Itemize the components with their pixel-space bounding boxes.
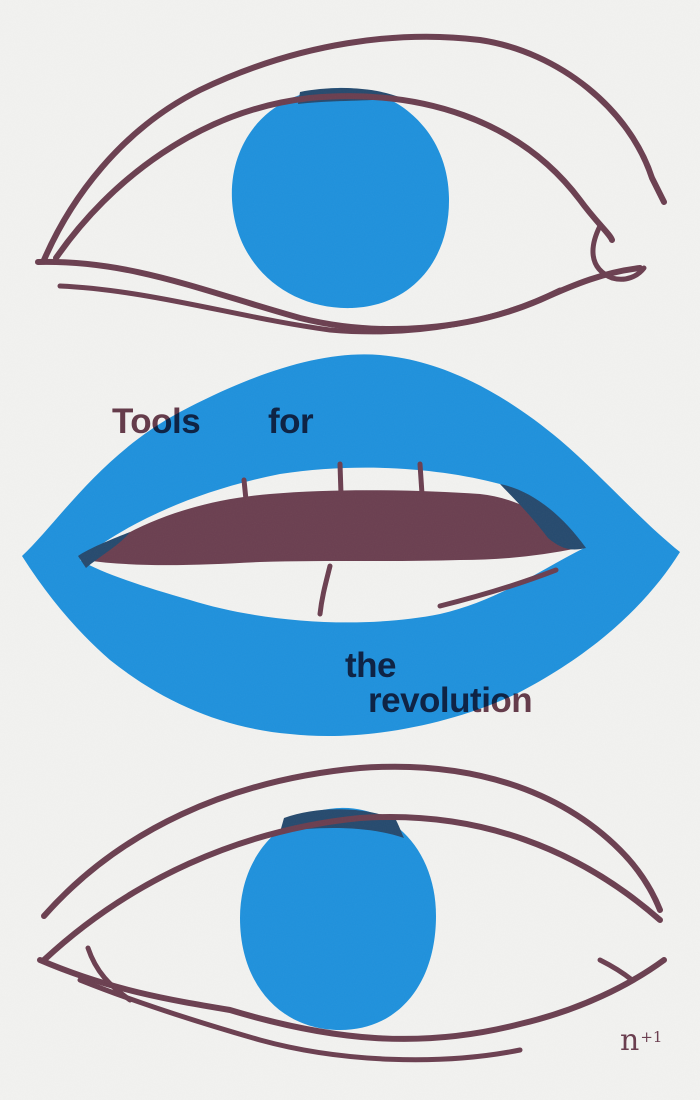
logo-plus-one: +1 [640, 1028, 663, 1046]
publisher-logo: n+1 [620, 1026, 662, 1056]
title-word-the: the [345, 646, 397, 685]
title-word-for: for [268, 402, 314, 441]
logo-n: n [620, 1023, 640, 1058]
title-word-tools: Tools [112, 402, 201, 441]
title-word-revolution: revolution [368, 681, 533, 720]
